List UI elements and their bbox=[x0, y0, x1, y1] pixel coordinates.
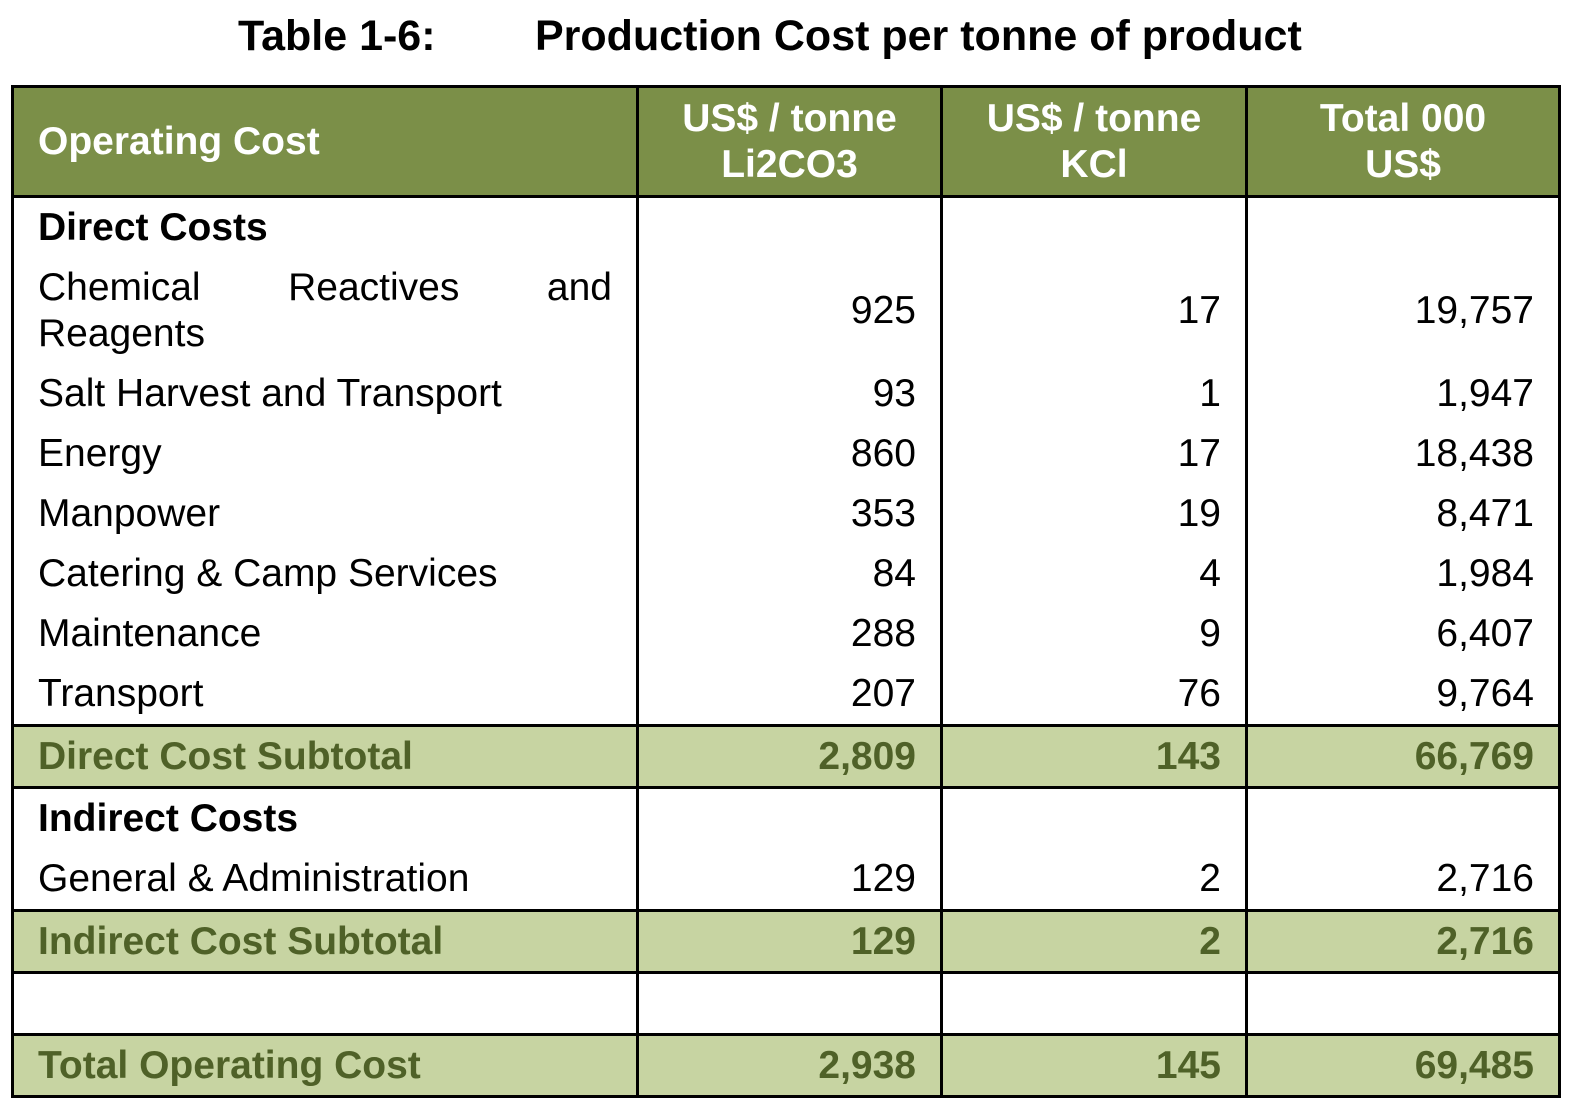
header-total: Total 000 US$ bbox=[1245, 85, 1561, 198]
total-value: 2,716 bbox=[1245, 849, 1561, 911]
row-label: Total Operating Cost bbox=[11, 1033, 639, 1098]
li2co3-value: 353 bbox=[636, 484, 943, 544]
kcl-value: 143 bbox=[940, 724, 1248, 789]
empty-cell bbox=[1245, 787, 1561, 849]
li2co3-value: 207 bbox=[636, 664, 943, 726]
header-li2co3: US$ / tonne Li2CO3 bbox=[636, 85, 943, 198]
li2co3-value: 925 bbox=[636, 258, 943, 364]
table-row: Catering & Camp Services 84 4 1,984 bbox=[11, 544, 1561, 604]
empty-cell bbox=[636, 787, 943, 849]
section-row-indirect-costs: Indirect Costs bbox=[11, 787, 1561, 849]
header-row: Operating Cost US$ / tonne Li2CO3 US$ / … bbox=[11, 85, 1561, 198]
empty-cell bbox=[940, 196, 1248, 258]
total-value: 66,769 bbox=[1245, 724, 1561, 789]
row-label: Salt Harvest and Transport bbox=[11, 364, 639, 424]
li2co3-value: 84 bbox=[636, 544, 943, 604]
empty-cell bbox=[636, 971, 943, 1036]
section-title-direct: Direct Costs bbox=[11, 196, 639, 258]
total-value: 1,947 bbox=[1245, 364, 1561, 424]
total-value: 2,716 bbox=[1245, 909, 1561, 974]
table-row: Transport 207 76 9,764 bbox=[11, 664, 1561, 726]
header-kcl-line1: US$ / tonne bbox=[986, 96, 1202, 140]
empty-cell bbox=[11, 971, 639, 1036]
row-label: Direct Cost Subtotal bbox=[11, 724, 639, 789]
empty-cell bbox=[940, 971, 1248, 1036]
indirect-subtotal-row: Indirect Cost Subtotal 129 2 2,716 bbox=[11, 909, 1561, 974]
kcl-value: 145 bbox=[940, 1033, 1248, 1098]
table-row: Manpower 353 19 8,471 bbox=[11, 484, 1561, 544]
table-title: Production Cost per tonne of product bbox=[535, 12, 1302, 60]
li2co3-value: 2,938 bbox=[636, 1033, 943, 1098]
header-total-line2: US$ bbox=[1365, 142, 1441, 186]
kcl-value: 17 bbox=[940, 424, 1248, 484]
table-caption: Table 1-6: Production Cost per tonne of … bbox=[0, 8, 1576, 64]
table-row: Energy 860 17 18,438 bbox=[11, 424, 1561, 484]
kcl-value: 2 bbox=[940, 909, 1248, 974]
kcl-value: 9 bbox=[940, 604, 1248, 664]
total-operating-cost-row: Total Operating Cost 2,938 145 69,485 bbox=[11, 1033, 1561, 1098]
blank-row bbox=[11, 971, 1561, 1036]
total-value: 6,407 bbox=[1245, 604, 1561, 664]
row-label: Energy bbox=[11, 424, 639, 484]
total-value: 1,984 bbox=[1245, 544, 1561, 604]
li2co3-value: 2,809 bbox=[636, 724, 943, 789]
li2co3-value: 288 bbox=[636, 604, 943, 664]
header-li2co3-line2: Li2CO3 bbox=[721, 142, 858, 186]
empty-cell bbox=[1245, 971, 1561, 1036]
direct-subtotal-row: Direct Cost Subtotal 2,809 143 66,769 bbox=[11, 724, 1561, 789]
row-label: Transport bbox=[11, 664, 639, 726]
row-label: Chemical Reactives and Reagents bbox=[11, 258, 639, 364]
li2co3-value: 860 bbox=[636, 424, 943, 484]
table-number: Table 1-6: bbox=[238, 12, 436, 60]
table-row: Chemical Reactives and Reagents 925 17 1… bbox=[11, 258, 1561, 364]
kcl-value: 19 bbox=[940, 484, 1248, 544]
section-title-indirect: Indirect Costs bbox=[11, 787, 639, 849]
empty-cell bbox=[636, 196, 943, 258]
empty-cell bbox=[1245, 196, 1561, 258]
kcl-value: 2 bbox=[940, 849, 1248, 911]
kcl-value: 17 bbox=[940, 258, 1248, 364]
row-label: General & Administration bbox=[11, 849, 639, 911]
total-value: 18,438 bbox=[1245, 424, 1561, 484]
header-kcl: US$ / tonne KCl bbox=[940, 85, 1248, 198]
kcl-value: 76 bbox=[940, 664, 1248, 726]
header-operating-cost: Operating Cost bbox=[11, 85, 639, 198]
row-label: Maintenance bbox=[11, 604, 639, 664]
table-row: Maintenance 288 9 6,407 bbox=[11, 604, 1561, 664]
empty-cell bbox=[940, 787, 1248, 849]
header-li2co3-line1: US$ / tonne bbox=[682, 96, 897, 140]
li2co3-value: 93 bbox=[636, 364, 943, 424]
li2co3-value: 129 bbox=[636, 849, 943, 911]
row-label: Catering & Camp Services bbox=[11, 544, 639, 604]
total-value: 19,757 bbox=[1245, 258, 1561, 364]
kcl-value: 4 bbox=[940, 544, 1248, 604]
header-total-line1: Total 000 bbox=[1319, 96, 1487, 140]
header-kcl-line2: KCl bbox=[1060, 142, 1128, 186]
row-label: Manpower bbox=[11, 484, 639, 544]
li2co3-value: 129 bbox=[636, 909, 943, 974]
section-row-direct-costs: Direct Costs bbox=[11, 196, 1561, 258]
total-value: 9,764 bbox=[1245, 664, 1561, 726]
production-cost-table: Operating Cost US$ / tonne Li2CO3 US$ / … bbox=[11, 85, 1561, 1098]
row-label: Indirect Cost Subtotal bbox=[11, 909, 639, 974]
kcl-value: 1 bbox=[940, 364, 1248, 424]
total-value: 8,471 bbox=[1245, 484, 1561, 544]
table-row: Salt Harvest and Transport 93 1 1,947 bbox=[11, 364, 1561, 424]
total-value: 69,485 bbox=[1245, 1033, 1561, 1098]
table-row: General & Administration 129 2 2,716 bbox=[11, 849, 1561, 911]
